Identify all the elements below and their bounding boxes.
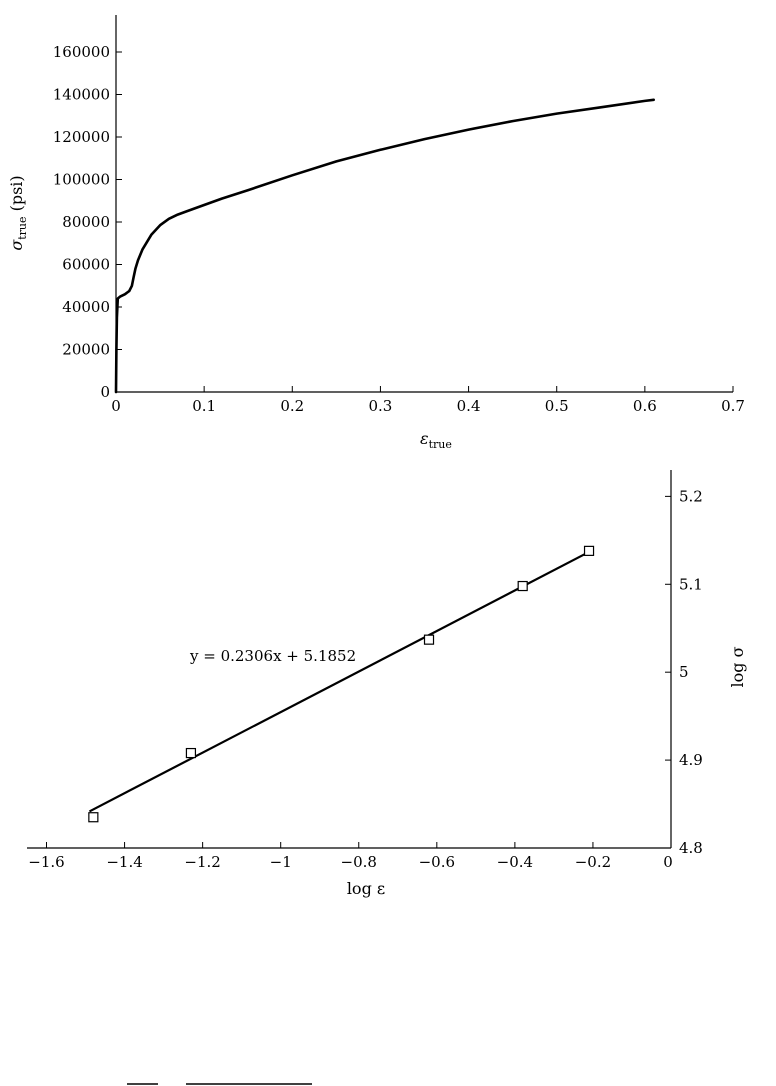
chart2-x-tick-label: −0.2: [575, 853, 611, 871]
chart2-y-tick-label: 5.2: [679, 487, 703, 505]
chart2-y-tick-label: 4.9: [679, 751, 703, 769]
chart2-x-tick-label: 0: [663, 853, 673, 871]
chart1-x-tick-label: 0.7: [721, 397, 745, 415]
chart1-y-ticks: 0 20000 40000 60000 80000 100000 120000 140000 1…: [53, 43, 122, 401]
chart2-x-tick-label: −1.2: [184, 853, 220, 871]
data-point-marker: [185, 747, 197, 759]
chart1-x-tick-label: 0.2: [280, 397, 304, 415]
chart1-x-tick-label: 0.3: [368, 397, 392, 415]
data-point-marker: [517, 580, 528, 592]
chart2-x-tick-label: −0.4: [497, 853, 533, 871]
chart1-y-tick-label: 20000: [62, 341, 110, 359]
chart2-x-tick-label: −0.6: [419, 853, 455, 871]
chart2-x-tick-label: −1: [270, 853, 292, 871]
trendline: [88, 550, 590, 813]
chart1-y-tick-label: 60000: [62, 256, 110, 274]
chart2-x-tick-label: −1.6: [28, 853, 64, 871]
chart2-plot-area: [88, 545, 595, 823]
chart1-y-tick-label: 80000: [62, 213, 110, 231]
chart1-plot-area: [114, 98, 655, 394]
data-point-marker: [583, 545, 595, 556]
chart1-x-ticks: 0 0.1 0.2 0.3 0.4 0.5 0.6 0.7: [111, 386, 745, 415]
chart2-y-tick-label: 4.8: [679, 839, 703, 857]
trendline-equation: y = 0.2306x + 5.1852: [189, 647, 356, 665]
chart1-x-tick-label: 0.6: [633, 397, 657, 415]
chart1-x-tick-label: 0: [111, 397, 121, 415]
chart1-y-tick-label: 40000: [62, 298, 110, 316]
chart2-x-ticks: −1.6 −1.4 −1.2 −1 −0.8 −0.6 −0.4 −0.2 0: [28, 842, 673, 871]
chart2-x-tick-label: −0.8: [341, 853, 377, 871]
chart1-x-tick-label: 0.4: [457, 397, 481, 415]
chart1-x-tick-label: 0.1: [192, 397, 216, 415]
data-point-marker: [88, 812, 99, 823]
chart1-y-tick-label: 100000: [53, 171, 110, 189]
chart2-y-tick-label: 5: [679, 663, 689, 681]
chart1-y-tick-label: 120000: [53, 128, 110, 146]
chart1-y-axis-label: σtrue (psi): [7, 175, 29, 250]
data-point-marker: [423, 634, 435, 645]
chart2-y-ticks: 4.8 4.9 5 5.1 5.2: [665, 487, 703, 857]
log-log-chart: −1.6 −1.4 −1.2 −1 −0.8 −0.6 −0.4 −0.2 0 4.8 4.9 5 5…: [27, 470, 747, 898]
chart2-x-axis-label: log ε: [347, 879, 385, 898]
stress-strain-curve: [114, 98, 655, 394]
chart1-x-axis-label: εtrue: [420, 429, 452, 451]
chart1-x-tick-label: 0.5: [545, 397, 569, 415]
stress-strain-chart: 0 0.1 0.2 0.3 0.4 0.5 0.6 0.7 0 20000 40000 60000 8…: [7, 15, 745, 451]
chart2-y-tick-label: 5.1: [679, 575, 703, 593]
chart2-x-tick-label: −1.4: [106, 853, 142, 871]
chart1-y-tick-label: 160000: [53, 43, 110, 61]
chart2-axes: [27, 470, 672, 849]
chart1-y-tick-label: 140000: [53, 86, 110, 104]
chart2-y-axis-label: log σ: [728, 646, 747, 687]
chart1-y-tick-label: 0: [100, 383, 110, 401]
